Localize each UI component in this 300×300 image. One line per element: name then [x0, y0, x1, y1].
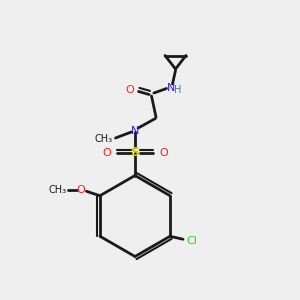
- Text: CH₃: CH₃: [49, 185, 67, 195]
- Text: O: O: [102, 148, 111, 158]
- Text: CH₃: CH₃: [94, 134, 112, 145]
- Text: Cl: Cl: [187, 236, 197, 246]
- Text: N: N: [131, 125, 139, 136]
- Text: N: N: [167, 83, 175, 94]
- Text: O: O: [76, 185, 85, 195]
- Text: O: O: [159, 148, 168, 158]
- Text: H: H: [174, 85, 181, 95]
- Text: O: O: [125, 85, 134, 95]
- Text: S: S: [130, 146, 140, 160]
